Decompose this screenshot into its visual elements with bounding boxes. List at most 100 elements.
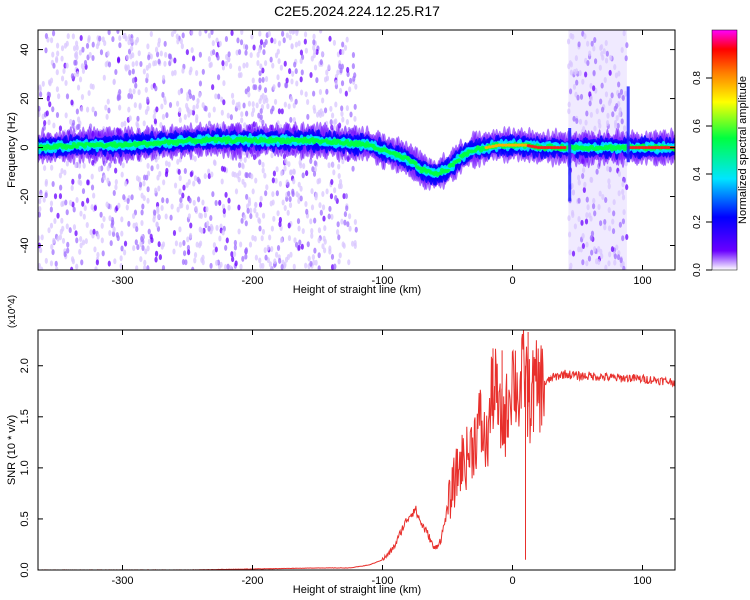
spectrogram-noise-speckle	[107, 107, 111, 114]
spectrogram-noise-speckle	[570, 182, 574, 189]
spectrogram-noise-speckle	[240, 217, 244, 224]
spectrogram-x-tick-label: 0	[509, 275, 515, 287]
spectrogram-noise-speckle	[310, 227, 314, 234]
spectrogram-noise-speckle	[291, 188, 295, 195]
spectrogram-noise-speckle	[186, 236, 190, 243]
spectrogram-noise-speckle	[90, 173, 94, 180]
spectrogram-noise-speckle	[254, 201, 258, 208]
spectrogram-noise-speckle	[579, 246, 583, 253]
spectrogram-noise-speckle	[78, 173, 82, 180]
spectrogram-noise-speckle	[112, 226, 116, 233]
spectrogram-noise-speckle	[75, 70, 80, 77]
spectrogram-noise-speckle	[266, 244, 270, 251]
spectrogram-noise-speckle	[351, 165, 355, 172]
spectrogram-noise-speckle	[230, 30, 234, 36]
spectrogram-noise-speckle	[349, 77, 353, 84]
spectrogram-noise-speckle	[603, 219, 607, 226]
spectrogram-noise-speckle	[625, 42, 629, 49]
spectrogram-noise-speckle	[220, 178, 224, 185]
spectrogram-noise-speckle	[283, 204, 287, 211]
spectrogram-noise-speckle	[281, 199, 285, 206]
spectrogram-noise-speckle	[64, 112, 68, 119]
spectrogram-noise-speckle	[86, 179, 90, 186]
spectrogram-noise-speckle	[218, 40, 222, 47]
spectrogram-noise-speckle	[64, 79, 68, 86]
spectrogram-noise-speckle	[120, 230, 124, 237]
spectrogram-noise-speckle	[118, 35, 122, 42]
spectrogram-noise-speckle	[119, 262, 123, 269]
spectrogram-noise-speckle	[285, 32, 289, 39]
spectrogram-noise-speckle	[76, 84, 81, 91]
spectrogram-noise-speckle	[612, 199, 616, 206]
spectrogram-noise-speckle	[270, 225, 274, 232]
spectrogram-noise-speckle	[224, 244, 228, 251]
spectrogram-peak-cell	[543, 145, 547, 150]
spectrogram-noise-speckle	[85, 106, 90, 113]
spectrogram-noise-speckle	[333, 263, 337, 270]
spectrogram-noise-speckle	[621, 218, 626, 225]
spectrogram-noise-speckle	[78, 76, 83, 83]
spectrogram-noise-speckle	[334, 195, 338, 202]
spectrogram-noise-speckle	[147, 238, 152, 245]
spectrogram-noise-speckle	[329, 193, 334, 200]
spectrogram-noise-speckle	[331, 162, 335, 169]
spectrogram-noise-speckle	[146, 43, 150, 50]
spectrogram-noise-speckle	[610, 246, 615, 253]
spectrogram-noise-speckle	[95, 259, 99, 266]
spectrogram-noise-speckle	[102, 216, 106, 223]
spectrogram-noise-speckle	[185, 49, 189, 56]
spectrogram-noise-speckle	[577, 197, 581, 204]
spectrogram-noise-speckle	[330, 213, 334, 220]
spectrogram-noise-speckle	[325, 69, 329, 76]
spectrogram-noise-speckle	[51, 106, 55, 113]
spectrogram-noise-speckle	[353, 103, 357, 110]
spectrogram-noise-speckle	[188, 232, 193, 239]
spectrogram-noise-speckle	[294, 98, 298, 105]
spectrogram-noise-speckle	[622, 125, 627, 132]
spectrogram-noise-speckle	[157, 58, 161, 65]
spectrogram-noise-speckle	[96, 251, 100, 258]
spectrogram-noise-speckle	[237, 162, 242, 169]
spectrogram-peak-cell	[562, 145, 567, 150]
spectrogram-noise-speckle	[261, 228, 266, 235]
spectrogram-noise-speckle	[61, 237, 66, 244]
spectrogram-noise-speckle	[163, 40, 167, 47]
spectrogram-noise-speckle	[295, 30, 299, 34]
spectrogram-noise-speckle	[578, 118, 583, 125]
spectrogram-noise-speckle	[211, 40, 215, 47]
spectrogram-noise-speckle	[624, 55, 628, 62]
spectrogram-noise-speckle	[592, 197, 596, 204]
spectrogram-noise-speckle	[102, 174, 107, 181]
spectrogram-noise-speckle	[269, 266, 274, 270]
spectrogram-noise-speckle	[227, 204, 231, 211]
spectrogram-noise-speckle	[167, 53, 172, 60]
spectrogram-noise-speckle	[143, 259, 147, 266]
spectrogram-noise-speckle	[161, 74, 166, 81]
spectrogram-noise-speckle	[189, 171, 193, 178]
spectrogram-noise-speckle	[577, 41, 581, 48]
spectrogram-noise-speckle	[243, 214, 247, 221]
spectrogram-noise-speckle	[264, 254, 268, 261]
spectrogram-x-ticks: -300 -200 -100 0 100	[111, 30, 652, 287]
spectrogram-noise-speckle	[65, 223, 69, 230]
spectrogram-noise-speckle	[49, 260, 54, 267]
spectrogram-noise-speckle	[279, 64, 283, 71]
spectrogram-noise-speckle	[341, 116, 345, 123]
spectrogram-noise-speckle	[211, 191, 215, 198]
spectrogram-noise-speckle	[49, 77, 54, 84]
spectrogram-noise-speckle	[55, 112, 60, 119]
spectrogram-peak-cell	[647, 145, 651, 150]
spectrogram-noise-speckle	[87, 37, 91, 44]
spectrogram-noise-speckle	[348, 225, 352, 232]
spectrogram-noise-speckle	[136, 244, 140, 251]
snr-y-tick-label: 1.0	[19, 460, 31, 475]
spectrogram-noise-speckle	[604, 57, 609, 64]
spectrogram-noise-speckle	[65, 40, 69, 47]
spectrogram-noise-speckle	[227, 197, 231, 204]
spectrogram-noise-speckle	[618, 221, 623, 228]
spectrogram-noise-speckle	[99, 49, 104, 56]
spectrogram-noise-speckle	[58, 172, 62, 179]
spectrogram-noise-speckle	[609, 54, 613, 61]
spectrogram-noise-speckle	[593, 125, 597, 132]
spectrogram-noise-speckle	[170, 203, 174, 210]
